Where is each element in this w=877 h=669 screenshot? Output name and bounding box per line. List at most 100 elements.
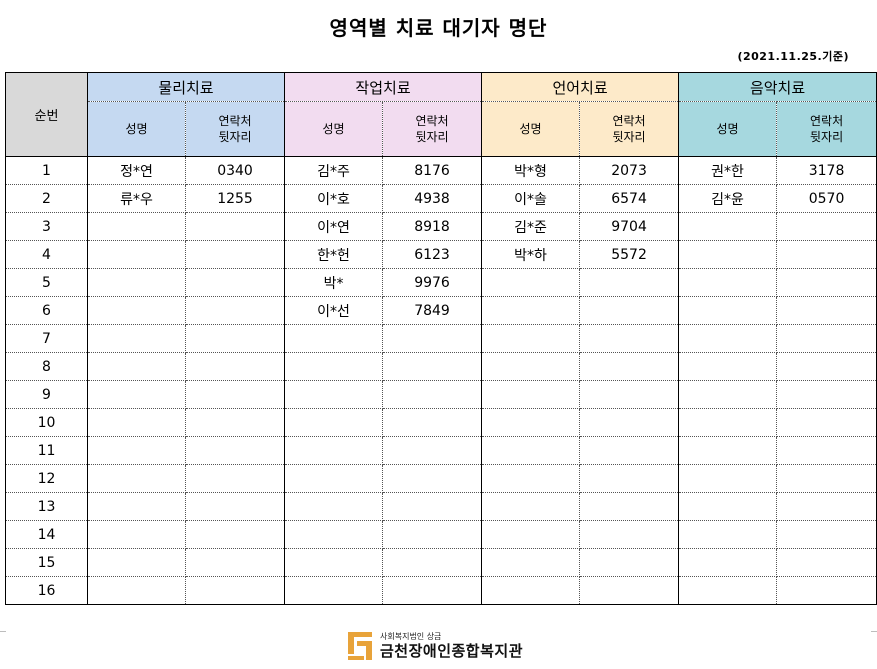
patient-name-cell — [87, 492, 186, 521]
patient-name-cell — [87, 212, 186, 241]
patient-name-cell: 이*호 — [284, 184, 384, 213]
patient-name-cell — [481, 548, 581, 577]
row-number: 13 — [5, 492, 88, 521]
patient-name-cell — [481, 296, 581, 325]
org-logo-icon — [346, 630, 374, 662]
footer-divider — [0, 631, 6, 632]
patient-name-cell: 김*윤 — [678, 184, 778, 213]
patient-name-cell — [481, 352, 581, 381]
patient-name-cell — [87, 268, 186, 297]
phone-suffix-cell — [185, 352, 286, 381]
phone-suffix-cell — [185, 576, 286, 605]
patient-name-cell — [481, 576, 581, 605]
table-row: 4 한*헌 6123 박*하 5572 — [5, 240, 877, 269]
phone-header: 연락처 뒷자리 — [579, 101, 680, 157]
row-number: 5 — [5, 268, 88, 297]
row-number: 4 — [5, 240, 88, 269]
phone-suffix-cell — [776, 212, 877, 241]
patient-name-cell: 이*선 — [284, 296, 384, 325]
patient-name-cell: 한*헌 — [284, 240, 384, 269]
row-number: 8 — [5, 352, 88, 381]
name-header: 성명 — [87, 101, 186, 157]
phone-suffix-cell: 9976 — [382, 268, 483, 297]
phone-suffix-cell — [776, 464, 877, 493]
phone-suffix-cell — [776, 436, 877, 465]
table-row: 2 류*우 1255 이*호 4938 이*솔 6574 김*윤 0570 — [5, 184, 877, 213]
patient-name-cell — [678, 380, 778, 409]
patient-name-cell — [284, 520, 384, 549]
phone-header: 연락처 뒷자리 — [776, 101, 877, 157]
footer-divider — [871, 631, 877, 632]
patient-name-cell — [678, 408, 778, 437]
phone-suffix-cell — [185, 324, 286, 353]
row-number: 1 — [5, 156, 88, 185]
patient-name-cell — [481, 436, 581, 465]
patient-name-cell: 박*하 — [481, 240, 581, 269]
phone-suffix-cell — [185, 408, 286, 437]
patient-name-cell: 박*형 — [481, 156, 581, 185]
table-row: 13 — [5, 492, 877, 521]
phone-suffix-cell — [185, 380, 286, 409]
patient-name-cell — [481, 520, 581, 549]
patient-name-cell — [481, 380, 581, 409]
patient-name-cell — [678, 576, 778, 605]
name-header: 성명 — [481, 101, 581, 157]
patient-name-cell — [678, 352, 778, 381]
row-number: 9 — [5, 380, 88, 409]
group-header-music-therapy: 음악치료 — [678, 72, 877, 102]
phone-suffix-cell — [579, 352, 680, 381]
table-row: 9 — [5, 380, 877, 409]
table-row: 16 — [5, 576, 877, 605]
patient-name-cell: 정*연 — [87, 156, 186, 185]
patient-name-cell: 이*연 — [284, 212, 384, 241]
document-title: 영역별 치료 대기자 명단 — [329, 16, 548, 40]
patient-name-cell — [87, 436, 186, 465]
phone-suffix-cell — [185, 520, 286, 549]
row-number: 7 — [5, 324, 88, 353]
table-body: 1 정*연 0340 김*주 8176 박*형 2073 권*한 3178 2 류*우 1255 이*호… — [5, 156, 877, 605]
patient-name-cell — [481, 408, 581, 437]
phone-suffix-cell: 6123 — [382, 240, 483, 269]
phone-suffix-cell — [579, 548, 680, 577]
table-row: 10 — [5, 408, 877, 437]
patient-name-cell — [87, 520, 186, 549]
phone-suffix-cell — [776, 492, 877, 521]
patient-name-cell — [87, 296, 186, 325]
patient-name-cell — [87, 464, 186, 493]
phone-suffix-cell: 1255 — [185, 184, 286, 213]
waitlist-table: 순번 물리치료 작업치료 언어치료 음악치료 성명 연락처 뒷자리 성명 연락처 뒷… — [5, 72, 877, 605]
phone-suffix-cell — [579, 268, 680, 297]
patient-name-cell: 김*준 — [481, 212, 581, 241]
row-number: 10 — [5, 408, 88, 437]
table-row: 5 박* 9976 — [5, 268, 877, 297]
patient-name-cell — [87, 548, 186, 577]
phone-suffix-cell — [776, 576, 877, 605]
row-number: 3 — [5, 212, 88, 241]
name-header: 성명 — [678, 101, 778, 157]
phone-suffix-cell — [579, 380, 680, 409]
phone-suffix-cell: 8918 — [382, 212, 483, 241]
phone-suffix-cell — [579, 408, 680, 437]
phone-suffix-cell — [579, 520, 680, 549]
patient-name-cell — [678, 436, 778, 465]
phone-suffix-cell — [382, 464, 483, 493]
phone-suffix-cell — [579, 436, 680, 465]
table-row: 6 이*선 7849 — [5, 296, 877, 325]
org-logo: 사회복지법인 상금 금천장애인종합복지관 — [346, 628, 523, 664]
patient-name-cell — [678, 464, 778, 493]
phone-suffix-cell — [579, 296, 680, 325]
patient-name-cell — [678, 520, 778, 549]
phone-suffix-cell: 2073 — [579, 156, 680, 185]
phone-header: 연락처 뒷자리 — [185, 101, 286, 157]
table-row: 8 — [5, 352, 877, 381]
table-row: 1 정*연 0340 김*주 8176 박*형 2073 권*한 3178 — [5, 156, 877, 185]
phone-suffix-cell: 9704 — [579, 212, 680, 241]
patient-name-cell — [481, 464, 581, 493]
phone-suffix-cell — [776, 520, 877, 549]
phone-suffix-cell: 0570 — [776, 184, 877, 213]
row-number: 15 — [5, 548, 88, 577]
patient-name-cell — [284, 576, 384, 605]
phone-suffix-cell — [185, 296, 286, 325]
patient-name-cell — [284, 492, 384, 521]
patient-name-cell: 권*한 — [678, 156, 778, 185]
